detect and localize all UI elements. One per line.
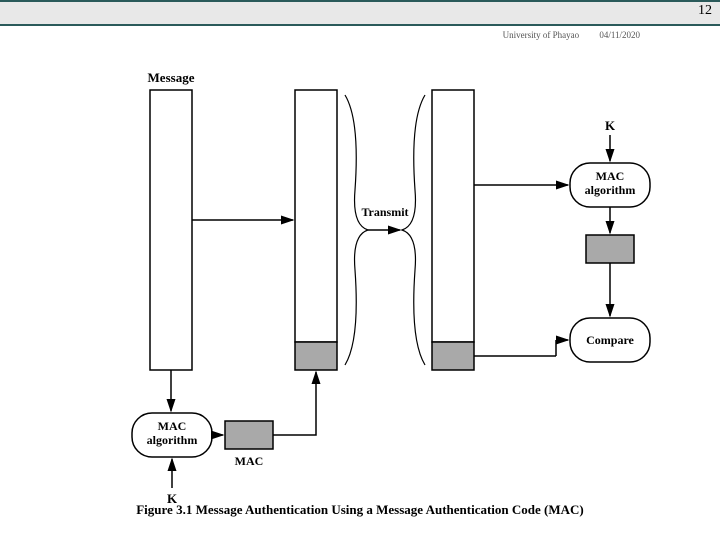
transmit-right-brace (402, 95, 425, 365)
message-block (150, 90, 192, 370)
combined-mac-block (295, 342, 337, 370)
mac-output-right (586, 235, 634, 263)
message-label: Message (148, 70, 195, 85)
institution-label: University of Phayao (503, 30, 580, 40)
mac-diagram: Message MAC algorithm K MAC Transmit K M… (0, 40, 720, 510)
slide-header: University of Phayao 04/11/2020 (485, 30, 640, 40)
mac-alg-left-label-2: algorithm (147, 433, 198, 447)
page-number: 12 (698, 3, 712, 19)
k-right-label: K (605, 118, 616, 133)
mac-alg-left-label-1: MAC (158, 419, 187, 433)
top-bar: 12 (0, 0, 720, 26)
mac-alg-right-label-2: algorithm (585, 183, 636, 197)
date-label: 04/11/2020 (599, 30, 640, 40)
arrow-macbox-to-combined (273, 372, 316, 435)
received-mac-block (432, 342, 474, 370)
combined-message-block (295, 90, 337, 342)
received-message-block (432, 90, 474, 342)
transmit-label: Transmit (361, 205, 408, 219)
mac-alg-right-label-1: MAC (596, 169, 625, 183)
mac-box-label: MAC (235, 454, 264, 468)
figure-caption: Figure 3.1 Message Authentication Using … (0, 502, 720, 518)
compare-label: Compare (586, 333, 634, 347)
transmit-left-brace (345, 95, 368, 365)
mac-output-box (225, 421, 273, 449)
